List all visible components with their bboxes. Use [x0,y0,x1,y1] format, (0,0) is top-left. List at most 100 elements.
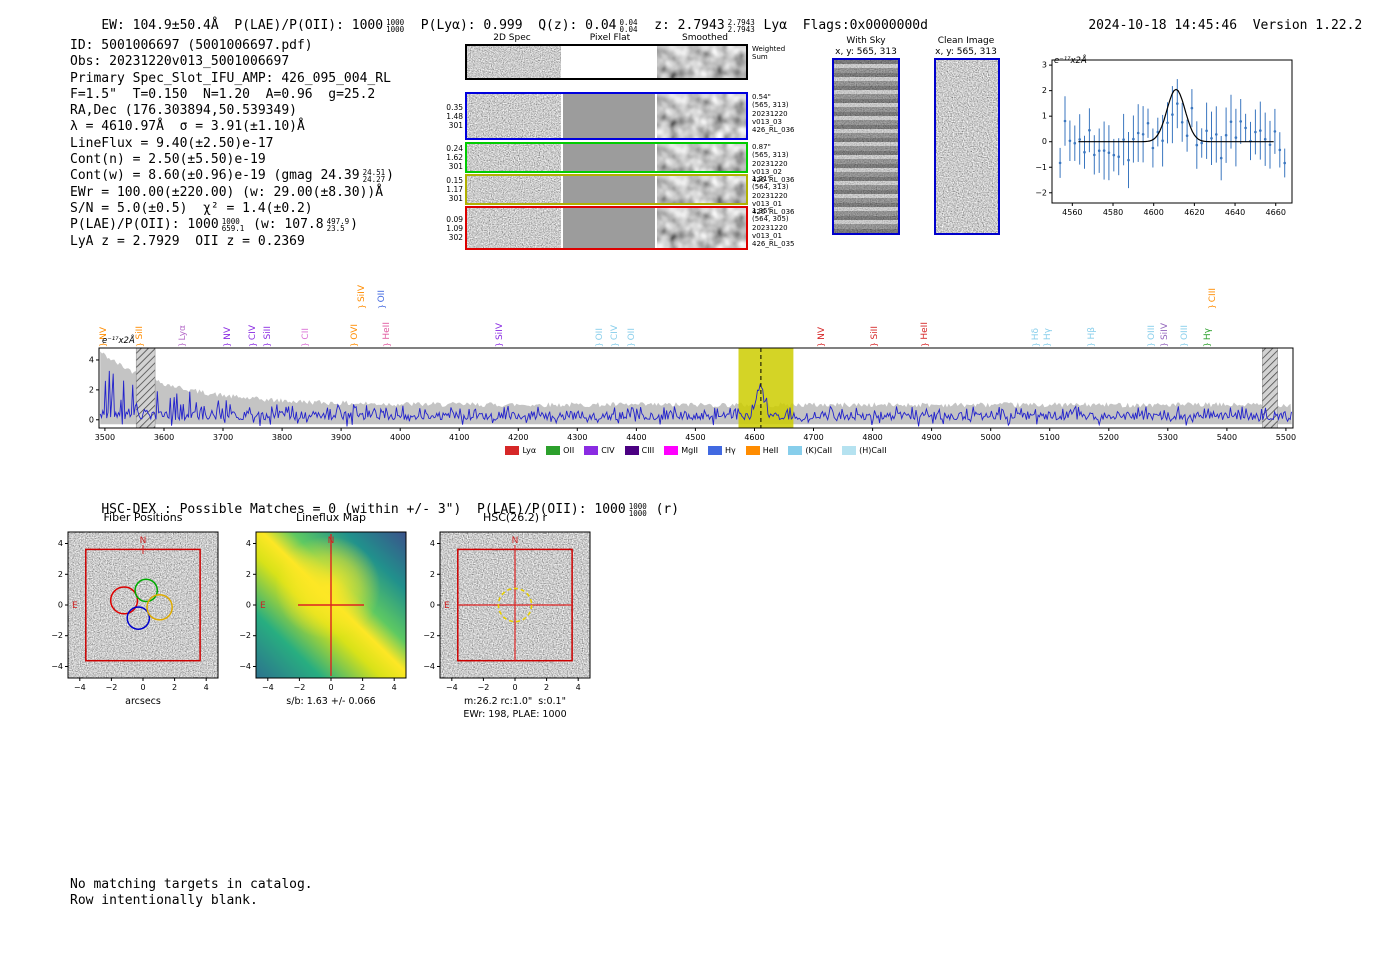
full-spectrum-svg: 0 2 4 3500 3600 3700 3800 3900 4000 4100 4200 4300 4… [89,347,1296,442]
summary-header: EW: 104.9±50.4Å P(LAE)/P(OII): 1000 1000 1… [70,3,928,48]
svg-text:4: 4 [576,683,581,692]
legend-label: (H)CaII [859,446,887,455]
svg-text:−2: −2 [1035,188,1047,197]
hsc-caption-1: m:26.2 rc:1.0" s:0.1" [464,696,566,707]
svg-text:4900: 4900 [921,433,941,442]
legend-label: Lyα [522,446,537,455]
sky-noise-overlay [834,60,898,233]
spectrum-axis-ticks: 0 2 4 3500 3600 3700 3800 3900 4000 4100 4200 4300 4… [89,355,1296,442]
svg-text:−4: −4 [423,662,435,671]
spec2d-row-annotation: 1.35" (564, 305) 20231220 v013_01 426_RL_035 [752,207,795,249]
svg-text:−4: −4 [51,662,63,671]
z-fraction: 2.7943 2.7943 [727,17,755,34]
svg-text:−4: −4 [262,683,274,692]
svg-text:4: 4 [204,683,209,692]
cutout-svg: N E −4 −4 −2 −2 0 0 2 2 4 4 [51,531,219,692]
info-line-redshifts: LyA z = 2.7929 OII z = 0.2369 [70,233,305,249]
svg-text:4: 4 [430,539,435,548]
legend-swatch [584,446,599,455]
svg-text:−2: −2 [423,631,435,640]
svg-text:4600: 4600 [1144,208,1164,217]
spec2d-row-images [465,174,748,205]
compass-north: N [328,536,335,546]
spec2d-cutout-grid: 2D Spec Pixel Flat Smoothed Weighted Sum 0.35… [443,33,803,253]
full-spectrum-chart: 0 2 4 3500 3600 3700 3800 3900 4000 4100 4200 4300 4… [60,330,1340,462]
lineflux-map-title: Lineflux Map [295,511,367,524]
svg-text:0: 0 [328,683,333,692]
clean-image [934,58,1000,235]
svg-text:−4: −4 [74,683,86,692]
svg-text:3500: 3500 [95,433,115,442]
svg-text:4: 4 [392,683,397,692]
legend-label: CIII [641,446,655,455]
compass-east: E [260,601,266,611]
spec2d-row: 0.24 1.62 301 0.87" (565, 313) 20231220 v013_0… [443,142,803,184]
svg-text:0: 0 [1042,137,1047,146]
svg-text:2: 2 [246,570,251,579]
svg-text:−2: −2 [478,683,490,692]
spectrum-line [99,370,1292,427]
spectral-line-label: SiIV{ [357,284,368,310]
svg-text:−4: −4 [239,662,251,671]
svg-text:0: 0 [58,601,63,610]
spec2d-row: 0.15 1.17 301 1.21" (564, 313) 20231220 v013_0… [443,174,803,216]
spec2d-row-images [465,206,748,250]
svg-text:4560: 4560 [1062,208,1082,217]
spec2d-col-title: Pixel Flat [589,33,631,43]
timestamp-version: 2024-10-18 14:45:46 Version 1.22.2 [1057,3,1362,48]
info-line-primary: Primary Spec_Slot_IFU_AMP: 426_095_004_R… [70,70,391,86]
spectrum-legend: Lyα OII CIV CIII MgII Hγ HeII (K)CaII (H)CaII [99,446,1293,455]
hsc-r-cutout: N E −4 −4 −2 −2 0 0 2 2 4 4 [416,522,604,706]
legend-swatch [842,446,857,455]
spectral-line-label: OII{ [377,289,388,310]
line-fit-svg: 3 2 1 0 −1 −2 4560 4580 4600 4620 4640 4660 [1035,59,1293,217]
svg-text:4660: 4660 [1266,208,1286,217]
svg-text:4: 4 [89,355,94,364]
compass-north: N [512,536,519,546]
cutout-axis-ticks: −4 −4 −2 −2 0 0 2 2 4 4 [423,539,581,692]
svg-text:1: 1 [1042,112,1047,121]
compass-east: E [444,601,450,611]
svg-text:5400: 5400 [1217,433,1237,442]
svg-text:4000: 4000 [390,433,410,442]
cutout-axis-ticks: −4 −4 −2 −2 0 0 2 2 4 4 [239,539,397,692]
svg-text:4500: 4500 [685,433,705,442]
svg-text:3700: 3700 [213,433,233,442]
svg-text:2: 2 [89,385,94,394]
svg-text:5200: 5200 [1099,433,1119,442]
legend-item: Hγ [707,446,736,455]
legend-item: Lyα [505,446,536,455]
svg-text:0: 0 [89,415,94,424]
info-line-contn: Cont(n) = 2.50(±5.50)e-19 [70,152,266,168]
svg-text:−1: −1 [1035,163,1047,172]
ew-value: EW: 104.9±50.4Å [101,18,235,33]
svg-text:−2: −2 [51,631,63,640]
svg-text:−4: −4 [446,683,458,692]
lineflux-map-cutout: N E −4 −4 −2 −2 0 0 2 2 4 4 [232,522,420,706]
legend-label: MgII [681,446,698,455]
svg-text:3: 3 [1042,61,1047,70]
legend-label: HeII [762,446,779,455]
cutout-axis-ticks: −4 −4 −2 −2 0 0 2 2 4 4 [51,539,209,692]
fiber-positions-cutout: N E −4 −4 −2 −2 0 0 2 2 4 4 [44,522,232,706]
masked-region [1262,347,1278,429]
fiber-circle [126,606,151,630]
info-line-id: ID: 5001006697 (5001006697.pdf) [70,38,313,53]
spec2d-col-title: 2D Spec [493,33,531,43]
flags-value: Flags:0x0000000d [802,18,928,33]
clean-noise [936,60,998,233]
report-datetime: 2024-10-18 14:45:46 [1088,18,1238,33]
withsky-xy: x, y: 565, 313 [835,47,897,57]
legend-swatch [624,446,639,455]
plae-value: P(LAE)/P(OII): 1000 [234,18,384,33]
svg-text:2: 2 [172,683,177,692]
legend-swatch [505,446,520,455]
spec2d-row-annotation: 1.21" (564, 313) 20231220 v013_01 426_RL_036 [752,175,795,217]
legend-item: HeII [745,446,779,455]
svg-text:2: 2 [1042,86,1047,95]
legend-item: (H)CaII [842,446,887,455]
plae-fraction: 1000 1000 [386,17,405,34]
withsky-image [832,58,900,235]
legend-item: CIII [624,446,655,455]
svg-text:4300: 4300 [567,433,587,442]
